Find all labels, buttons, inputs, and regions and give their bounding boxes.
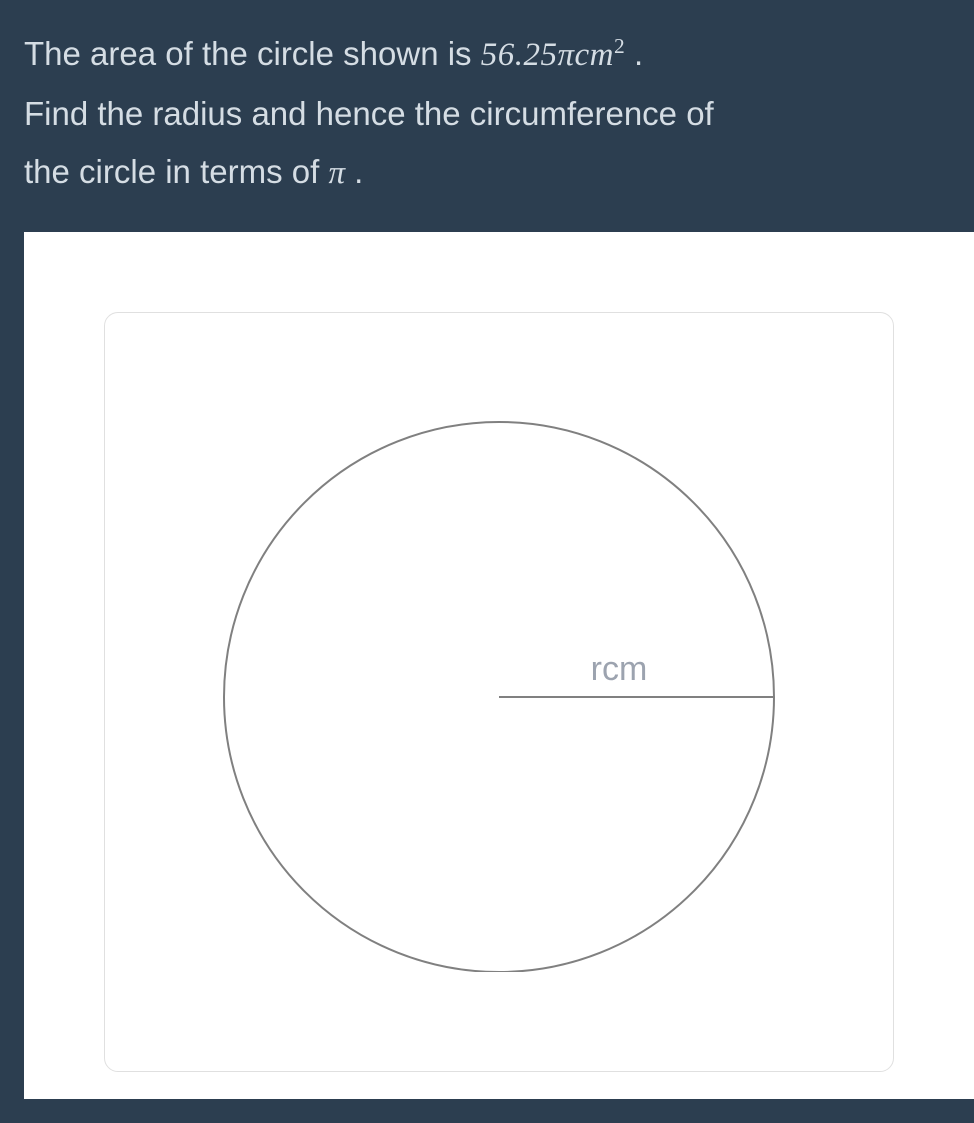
question-line-3: the circle in terms of π . bbox=[24, 143, 950, 203]
radius-label: rcm bbox=[591, 650, 648, 688]
text-prefix: The area of the circle shown is bbox=[24, 35, 481, 72]
question-line-1: The area of the circle shown is 56.25πcm… bbox=[24, 25, 950, 85]
pi-symbol-2: π bbox=[328, 155, 345, 191]
unit-exponent: 2 bbox=[614, 34, 625, 58]
text-suffix-3: . bbox=[345, 153, 363, 190]
diagram-box: rcm bbox=[104, 312, 894, 1072]
unit-cm: cm bbox=[575, 37, 614, 73]
diagram-container: rcm bbox=[24, 232, 974, 1099]
text-suffix: . bbox=[634, 35, 643, 72]
text-prefix-3: the circle in terms of bbox=[24, 153, 328, 190]
area-number: 56.25 bbox=[481, 37, 558, 73]
circle-diagram: rcm bbox=[219, 412, 779, 972]
pi-symbol: π bbox=[557, 37, 574, 73]
question-line-2: Find the radius and hence the circumfere… bbox=[24, 85, 950, 143]
area-expression: 56.25πcm2 bbox=[481, 37, 634, 73]
question-text: The area of the circle shown is 56.25πcm… bbox=[0, 0, 974, 232]
